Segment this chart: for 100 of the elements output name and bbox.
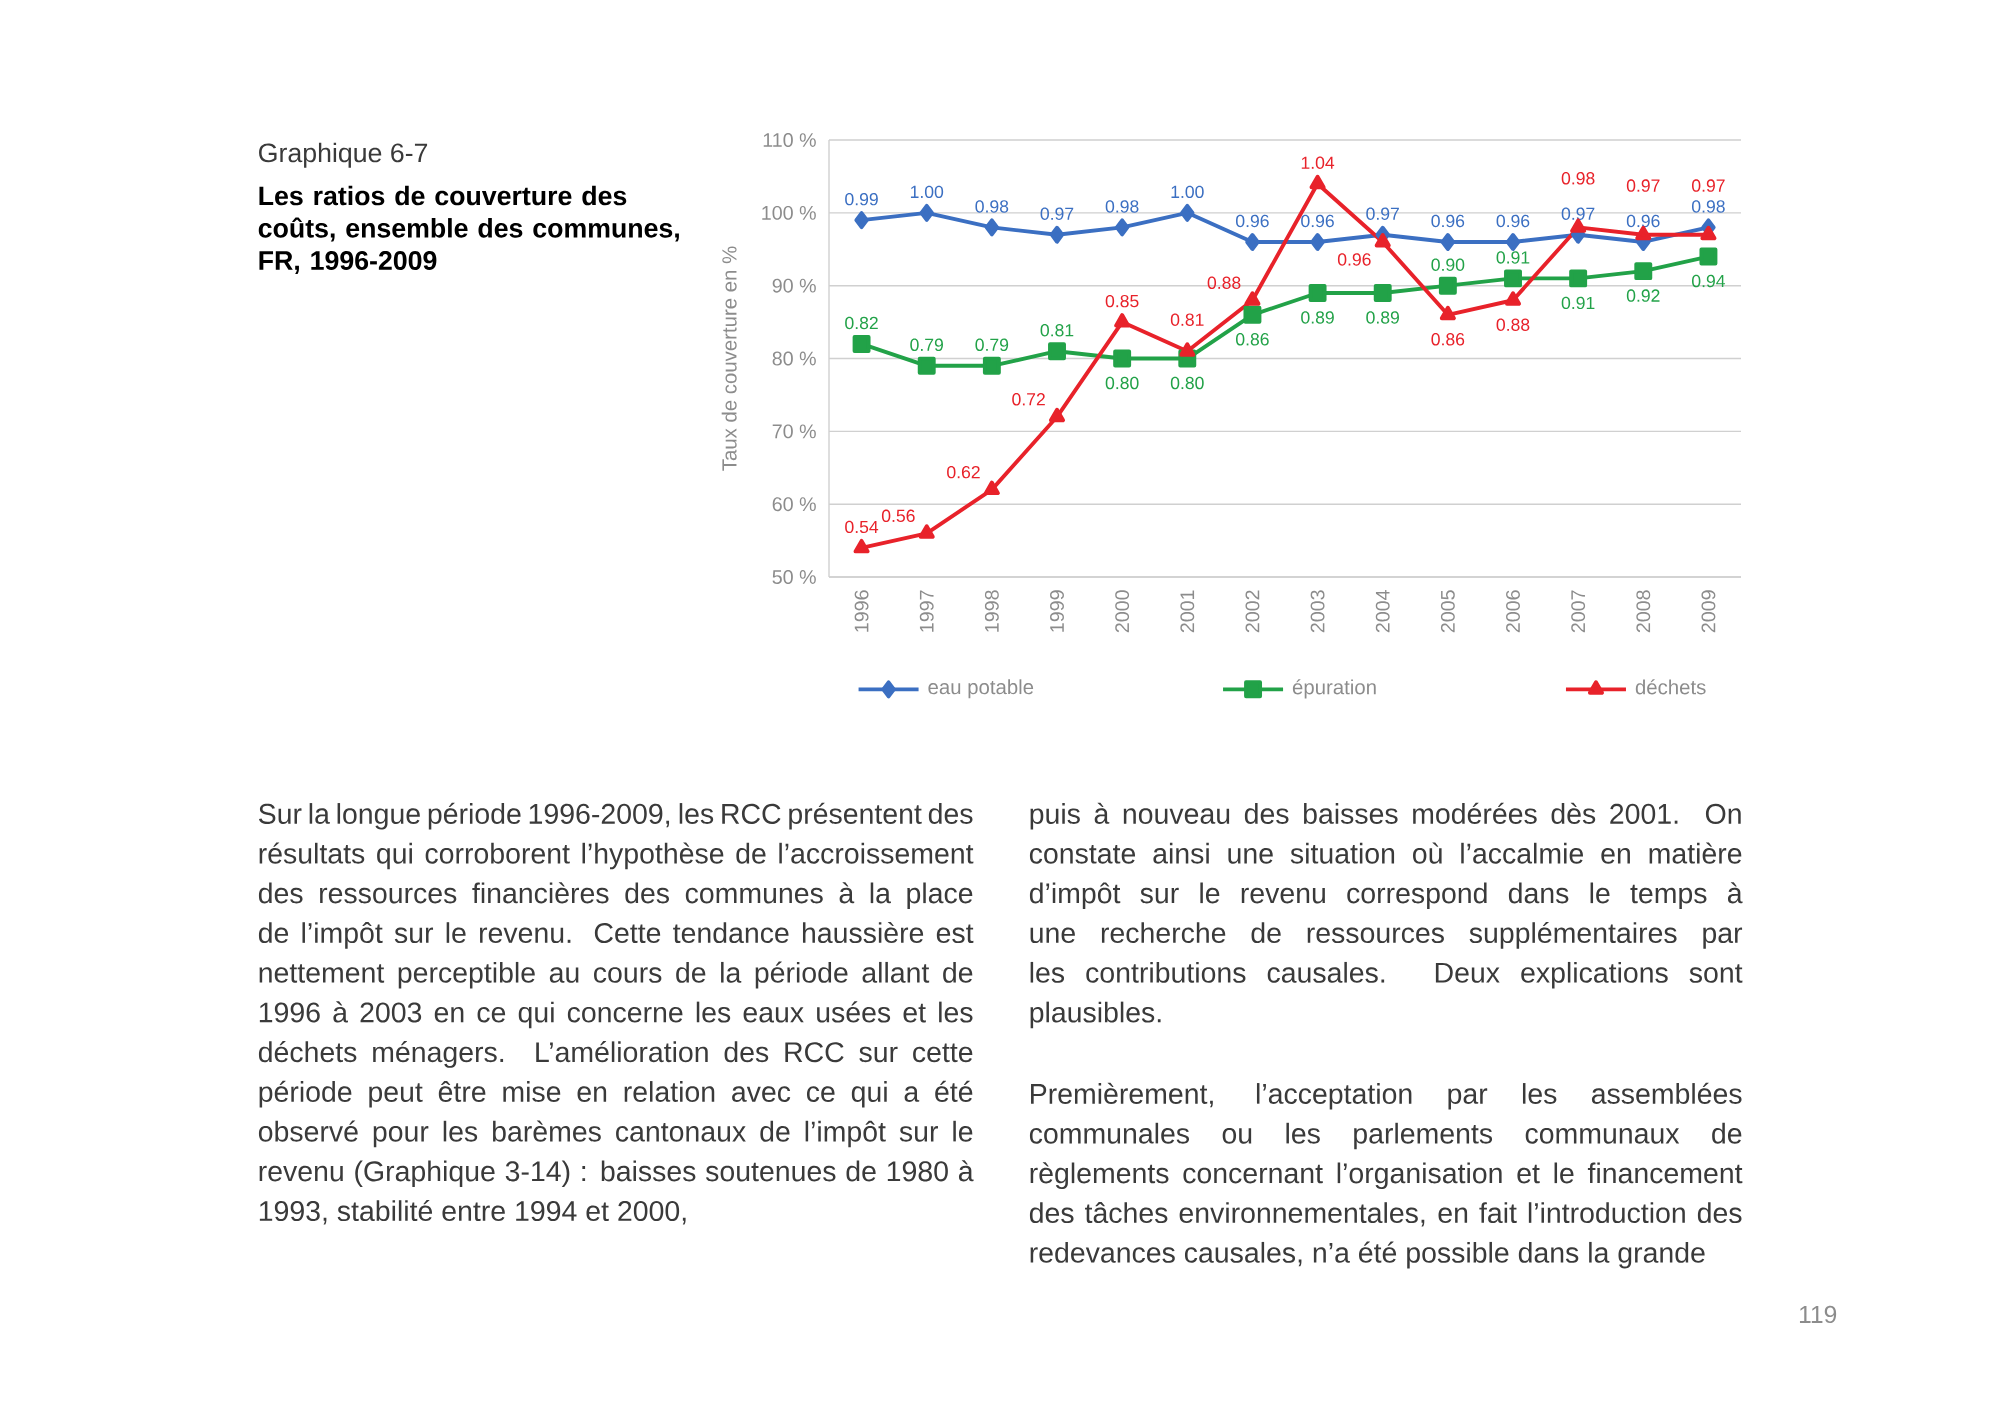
x-tick-label: 1998 (984, 590, 999, 632)
point (1049, 225, 1065, 244)
y-tick-label: 90 % (772, 278, 816, 293)
x-tick-label: 2004 (1375, 590, 1390, 633)
point (852, 334, 871, 353)
point (984, 218, 1000, 237)
point (1310, 233, 1325, 251)
text: 119 (1799, 1305, 1837, 1324)
data-label: 0.99 (845, 192, 878, 206)
data-label: 0.88 (1496, 318, 1530, 331)
x-tick-label: 1996 (854, 590, 869, 632)
point (1179, 342, 1196, 357)
legend-label: déchets (1635, 679, 1706, 695)
data-label: 0.97 (1040, 207, 1074, 220)
point (854, 211, 869, 230)
point (1634, 262, 1653, 281)
y-tick-label: 110 % (763, 133, 816, 147)
point (1373, 284, 1392, 302)
point (1504, 269, 1522, 288)
point (983, 480, 1000, 496)
x-tick-label: 2001 (1180, 590, 1195, 633)
data-label: 0.90 (1431, 258, 1465, 271)
point (1569, 269, 1588, 288)
point (1245, 233, 1260, 251)
data-label: 0.96 (1337, 253, 1371, 266)
data-label: 0.98 (1691, 200, 1725, 213)
point (1440, 233, 1456, 251)
point (1438, 276, 1457, 295)
x-tick-label: 2005 (1440, 590, 1455, 633)
point (1308, 284, 1327, 302)
data-label: 0.62 (947, 465, 980, 479)
point (1244, 291, 1261, 306)
data-label: 0.85 (1105, 294, 1139, 308)
point (1180, 203, 1195, 222)
data-label: 0.96 (1496, 214, 1530, 228)
y-tick-label: 100 % (762, 205, 816, 220)
y-axis-title: Taux de couverture en % (721, 246, 737, 471)
legend-label: eau potable (928, 679, 1034, 699)
x-tick-label: 2002 (1245, 590, 1260, 633)
data-label: 0.86 (1235, 333, 1269, 346)
text: Graphique 6-7 (259, 142, 428, 168)
point (1439, 305, 1456, 321)
point (1374, 233, 1391, 248)
point (1048, 407, 1066, 423)
data-label: 1.00 (910, 185, 944, 199)
point (1243, 305, 1262, 324)
y-tick-label: 60 % (772, 497, 816, 512)
data-label: 0.81 (1170, 313, 1204, 326)
data-label: 0.86 (1431, 333, 1465, 346)
data-label: 0.98 (975, 200, 1009, 213)
data-label: 0.80 (1105, 376, 1139, 390)
y-tick-label: 50 % (772, 570, 816, 584)
data-label: 0.88 (1207, 276, 1241, 289)
text: Sur la longue période 1996-2009, les RCC présentent des résultats qui corroborent l’hypothèse de l’accroissement des ressources financières des communes à la place de l’impôt sur le revenu. Cette tendance haussière est nettement perceptible au cours de la période allant de 1996 à 2003 en ce qui concerne les eaux usées et les déchets ménagers. L’amélioration des RCC sur cette période peut être mise en relation avec ce qui a été observé pour les barèmes cantonaux de l’impôt sur le revenu (Graphique 3-14) : baisses soutenues de 1980 à 1993, stabilité entre 1994 et 2000, (258, 802, 974, 1225)
data-label: 1.04 (1301, 156, 1335, 169)
data-label: 0.89 (1366, 311, 1399, 324)
data-label: 0.96 (1626, 214, 1660, 228)
x-tick-label: 1997 (919, 590, 934, 632)
y-tick-label: 70 % (772, 424, 816, 439)
point (1699, 247, 1718, 266)
point (919, 203, 934, 222)
data-label: 0.91 (1496, 251, 1530, 264)
data-label: 0.80 (1170, 376, 1204, 390)
point (1309, 174, 1326, 190)
data-label: 0.94 (1691, 274, 1726, 288)
point (1114, 218, 1130, 237)
data-label: 0.81 (1040, 324, 1074, 337)
x-tick-label: 2000 (1115, 590, 1130, 633)
data-label: 0.92 (1626, 289, 1660, 302)
data-label: 0.96 (1431, 214, 1465, 228)
data-label: 0.54 (845, 520, 879, 534)
x-tick-label: 2003 (1310, 590, 1325, 633)
data-label: 0.79 (975, 338, 1009, 352)
data-label: 0.97 (1561, 207, 1595, 220)
data-label: 0.96 (1235, 214, 1269, 228)
y-tick-label: 80 % (772, 351, 816, 366)
data-label: 0.98 (1561, 172, 1595, 185)
x-tick-label: 2009 (1701, 590, 1716, 633)
data-label: 0.98 (1105, 200, 1139, 213)
text: puis à nouveau des baisses modérées dès 2001. On constate ainsi une situation où l’accalmie en matière d’impôt sur le revenu correspond dans le temps à une recherche de ressources supplémentaires par les contributions causales. Deux explications sont plausibles. (1029, 802, 1743, 1029)
point (917, 356, 936, 375)
text: Les ratios de couverture des coûts, ensemble des communes, FR, 1996-2009 (258, 185, 679, 274)
data-label: 0.56 (881, 509, 915, 523)
data-label: 0.97 (1626, 179, 1660, 192)
data-label: 0.97 (1366, 207, 1399, 220)
point (1048, 342, 1066, 361)
data-label: 0.79 (910, 338, 943, 352)
data-label: 0.96 (1301, 214, 1334, 228)
data-label: 0.82 (845, 316, 878, 330)
legend-label: épuration (1292, 679, 1376, 699)
x-tick-label: 2007 (1571, 590, 1586, 633)
data-label: 0.97 (1691, 179, 1725, 192)
x-tick-label: 1999 (1050, 590, 1064, 632)
data-label: 0.89 (1301, 311, 1334, 324)
text: Premièrement, l’acceptation par les assemblées communales ou les parlements communaux de règlements concernant l’organisation et le financement des tâches environnementales, en fait l’introduction des redevances causales, n’a été possible dans la grande (1029, 1082, 1743, 1269)
point (1113, 349, 1132, 368)
point (982, 356, 1001, 375)
data-label: 1.00 (1171, 185, 1204, 199)
point (1504, 291, 1522, 306)
x-tick-label: 2006 (1506, 590, 1520, 633)
